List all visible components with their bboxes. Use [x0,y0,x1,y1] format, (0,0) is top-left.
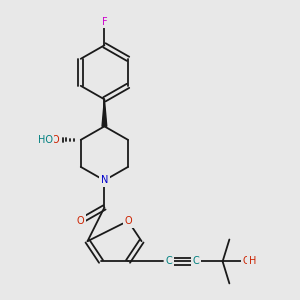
Text: C: C [165,256,172,266]
Text: N: N [101,176,108,185]
Polygon shape [102,99,107,126]
Text: O: O [52,135,59,145]
Text: O: O [77,216,85,226]
Text: HO: HO [38,135,53,145]
Text: O: O [124,216,132,226]
Text: C: C [192,256,199,266]
Text: H: H [249,256,256,266]
Text: O: O [242,256,250,266]
Text: F: F [102,17,107,27]
